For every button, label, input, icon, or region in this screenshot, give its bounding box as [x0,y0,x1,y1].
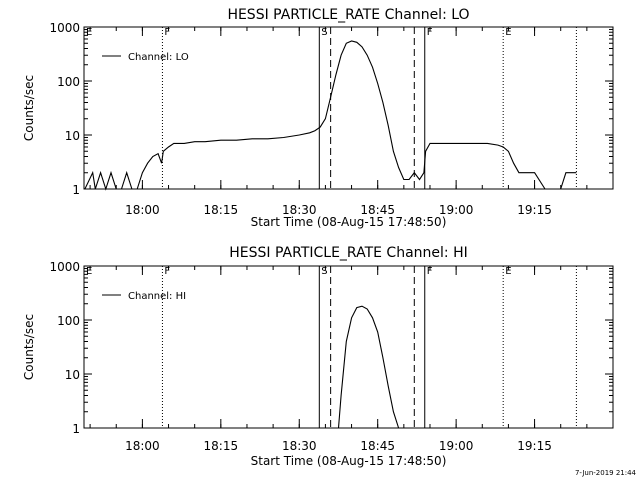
marker-label: E [505,27,511,38]
footer-timestamp: 7-Jun-2019 21:44 [574,469,636,477]
marker-label: E [505,266,511,277]
y-tick-label: 1000 [49,260,80,274]
x-tick-label: 18:15 [204,203,239,217]
y-tick-label: 1000 [49,21,80,35]
x-tick-label: 19:15 [517,439,552,453]
marker-label: F [427,27,433,38]
x-tick-label: 19:15 [517,203,552,217]
legend-entry: Channel: LO [128,52,189,63]
y-tick-label: 1 [72,183,80,197]
marker-label: F [427,266,433,277]
x-tick-label: 18:15 [204,439,239,453]
x-tick-label: 18:30 [282,439,317,453]
marker-label: F [164,266,170,277]
marker-label: E [86,27,92,38]
x-tick-label: 19:00 [439,439,474,453]
y-tick-label: 100 [57,314,80,328]
chart-panel-2: HESSI PARTICLE_RATE Channel: HI 1 10 100 100… [22,245,614,468]
x-tick-label: 18:00 [125,203,160,217]
marker-label: F [164,27,170,38]
x-tick-label: 19:00 [439,203,474,217]
y-tick-label: 1 [72,422,80,436]
y-tick-label: 100 [57,75,80,89]
chart-panel-1: HESSI PARTICLE_RATE Channel: LO 1 10 100 100… [22,7,614,229]
x-tick-label: 18:45 [360,439,395,453]
chart-title: HESSI PARTICLE_RATE Channel: LO [227,7,469,23]
x-tick-label: 18:30 [282,203,317,217]
marker-label: S [321,27,327,38]
y-tick-label: 10 [65,129,80,143]
data-series-line [337,305,400,429]
data-series-line [84,40,577,191]
marker-label: E [86,266,92,277]
x-tick-label: 18:00 [125,439,160,453]
x-tick-label: 18:45 [360,203,395,217]
legend-entry: Channel: HI [128,291,186,302]
y-axis-label: Counts/sec [22,314,36,380]
chart-title: HESSI PARTICLE_RATE Channel: HI [229,245,467,261]
marker-label: S [321,266,327,277]
x-axis-label: Start Time (08-Aug-15 17:48:50) [251,454,447,468]
y-axis-label: Counts/sec [22,75,36,141]
y-tick-label: 10 [65,368,80,382]
x-axis-label: Start Time (08-Aug-15 17:48:50) [251,215,447,229]
